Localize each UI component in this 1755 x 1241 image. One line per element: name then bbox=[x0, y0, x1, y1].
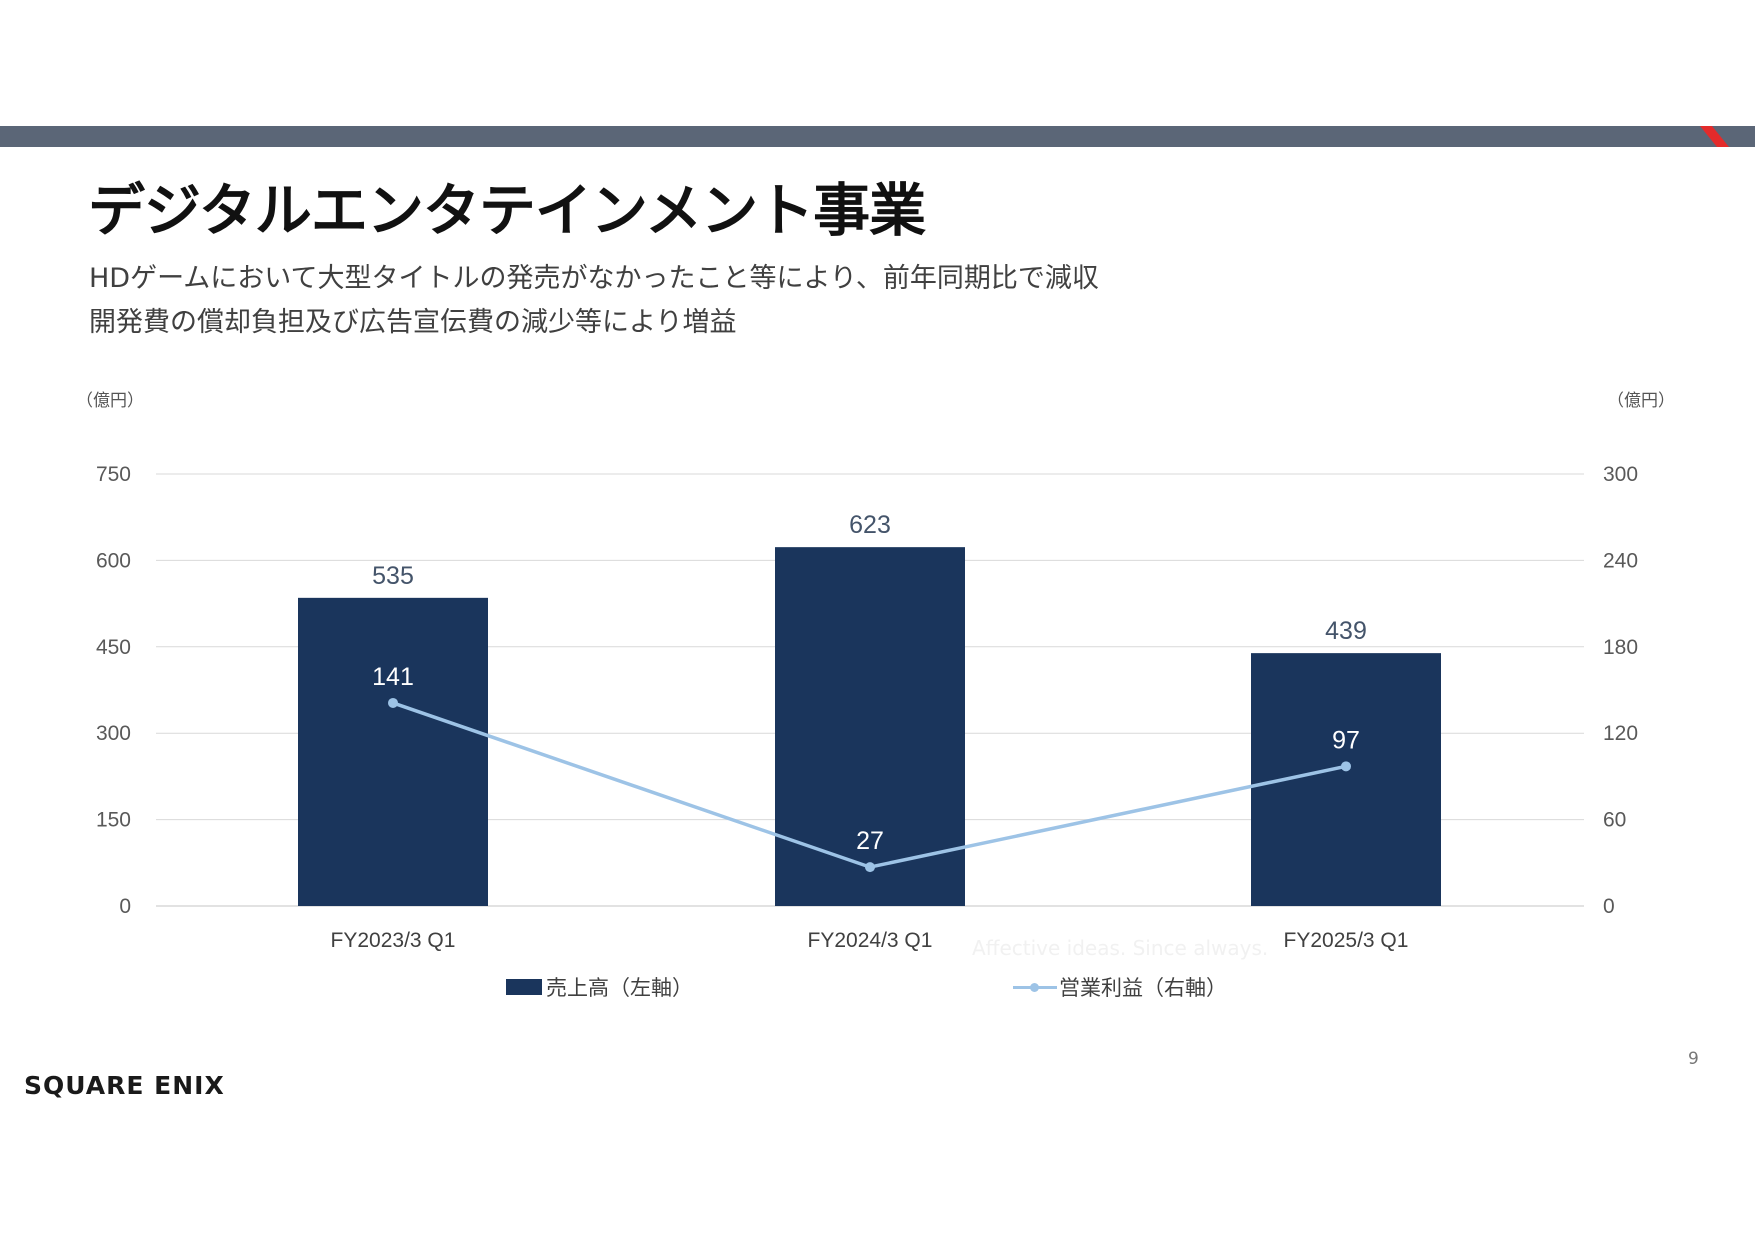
legend-line-swatch bbox=[1013, 979, 1057, 995]
bar-data-label: 535 bbox=[372, 562, 414, 590]
bar-data-label: 623 bbox=[849, 511, 891, 539]
bar-data-label: 439 bbox=[1325, 617, 1367, 645]
line-data-label: 97 bbox=[1332, 726, 1360, 754]
legend-revenue: 売上高（左軸） bbox=[506, 972, 693, 1002]
x-axis-category-label: FY2023/3 Q1 bbox=[331, 929, 456, 952]
bar-revenue bbox=[298, 597, 488, 906]
line-data-label: 141 bbox=[372, 663, 414, 691]
left-axis-tick-label: 0 bbox=[119, 895, 131, 918]
line-point bbox=[1341, 761, 1351, 772]
legend-bar-swatch bbox=[506, 979, 542, 995]
legend-profit-label: 営業利益（右軸） bbox=[1059, 976, 1227, 1000]
subtitle-line-2: 開発費の償却負担及び広告宣伝費の減少等により増益 bbox=[89, 307, 737, 338]
left-axis-tick-label: 450 bbox=[96, 636, 131, 659]
left-axis-tick-label: 300 bbox=[96, 722, 131, 745]
right-axis-tick-label: 300 bbox=[1603, 463, 1638, 486]
legend-operating-profit: 営業利益（右軸） bbox=[1013, 972, 1227, 1002]
top-header-bar bbox=[0, 126, 1755, 147]
page-number: 9 bbox=[1688, 1049, 1699, 1069]
x-axis-category-label: FY2025/3 Q1 bbox=[1284, 929, 1409, 952]
right-axis-unit: （億円） bbox=[1607, 391, 1675, 411]
left-axis-unit: （億円） bbox=[76, 391, 144, 411]
right-axis-tick-label: 180 bbox=[1603, 636, 1638, 659]
legend-revenue-label: 売上高（左軸） bbox=[546, 976, 693, 1000]
right-axis-tick-label: 120 bbox=[1603, 722, 1638, 745]
right-axis-tick-label: 0 bbox=[1603, 895, 1615, 918]
square-enix-logo: SQUARE ENIX bbox=[24, 1071, 225, 1100]
red-accent-stripe bbox=[1700, 126, 1729, 147]
right-axis-tick-label: 240 bbox=[1603, 549, 1638, 572]
left-axis-tick-label: 750 bbox=[96, 463, 131, 486]
line-data-label: 27 bbox=[856, 827, 884, 855]
x-axis-category-label: FY2024/3 Q1 bbox=[808, 929, 933, 952]
left-axis-tick-label: 600 bbox=[96, 549, 131, 572]
page-title: デジタルエンタテインメント事業 bbox=[88, 178, 926, 244]
revenue-profit-chart: 0 150 300 450 600 750 0 60 120 180 240 300 535 623 439… bbox=[96, 463, 1638, 952]
line-point bbox=[865, 862, 875, 873]
watermark-text: Affective ideas. Since always. bbox=[972, 936, 1269, 960]
left-axis-tick-label: 150 bbox=[96, 809, 131, 832]
line-point bbox=[388, 697, 398, 708]
subtitle-line-1: HDゲームにおいて大型タイトルの発売がなかったこと等により、前年同期比で減収 bbox=[89, 263, 1099, 294]
right-axis-tick-label: 60 bbox=[1603, 809, 1626, 832]
